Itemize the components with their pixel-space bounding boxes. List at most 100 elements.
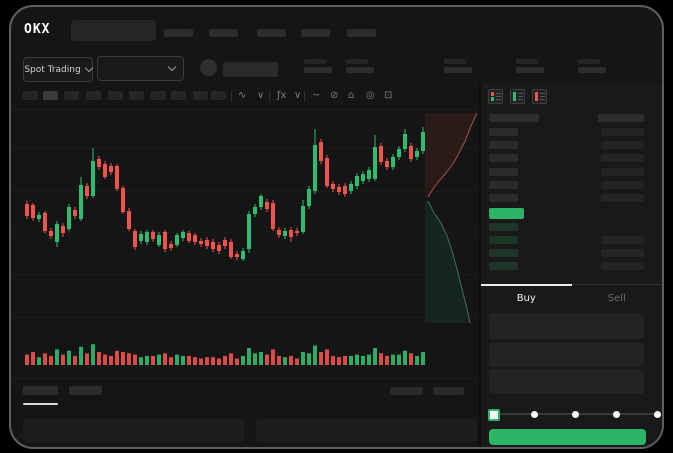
ask-amount-placeholder[interactable] — [601, 128, 644, 136]
bottom-link-placeholder[interactable] — [390, 387, 423, 395]
timeframe-button[interactable] — [211, 91, 226, 100]
orderbook-header-price — [489, 114, 539, 122]
coin-icon — [200, 59, 217, 76]
ask-amount-placeholder[interactable] — [601, 154, 644, 162]
candlestick-series — [25, 127, 425, 261]
ask-price-placeholder[interactable] — [489, 194, 518, 202]
chart-gridlines — [13, 147, 475, 379]
nav-item-placeholder[interactable] — [301, 29, 330, 37]
tab-sell[interactable]: Sell — [607, 292, 626, 304]
timeframe-button[interactable] — [23, 91, 38, 100]
ask-amount-placeholder[interactable] — [601, 194, 644, 202]
stat-label-placeholder — [578, 59, 600, 64]
indicators-icon[interactable]: ƒx — [277, 90, 287, 101]
stat-value-placeholder — [578, 67, 606, 73]
order-book-panel: Buy Sell — [479, 83, 662, 447]
toolbar-divider — [304, 91, 305, 102]
toolbar-divider — [231, 91, 232, 102]
chevron-down-icon[interactable]: ∨ — [294, 90, 302, 101]
market-type-selector[interactable]: Spot Trading — [23, 57, 93, 82]
ask-price-placeholder[interactable] — [489, 154, 518, 162]
ask-amount-placeholder[interactable] — [601, 168, 644, 176]
orderbook-layout-asks-icon[interactable] — [532, 89, 547, 104]
stat-label-placeholder — [516, 59, 538, 64]
fullscreen-icon[interactable]: ⊡ — [384, 90, 393, 101]
ask-price-placeholder[interactable] — [489, 168, 518, 176]
bid-price-placeholder[interactable] — [489, 223, 518, 231]
bid-amount-placeholder[interactable] — [601, 236, 644, 244]
bid-amount-placeholder[interactable] — [601, 262, 644, 270]
timeframe-button[interactable] — [86, 91, 101, 100]
volume-series — [25, 344, 425, 365]
timeframe-button[interactable] — [151, 91, 166, 100]
stat-value-placeholder — [444, 67, 472, 73]
bottom-tab[interactable] — [23, 386, 58, 395]
active-tab-indicator — [481, 284, 572, 286]
slider-stop[interactable] — [572, 411, 579, 418]
market-header-row: Spot Trading — [11, 51, 477, 83]
settings-icon[interactable]: ◎ — [366, 90, 375, 101]
stat-label-placeholder — [346, 59, 368, 64]
order-form-field[interactable] — [489, 313, 644, 339]
bottom-tab-underline — [23, 403, 58, 405]
nav-item-placeholder[interactable] — [347, 29, 376, 37]
timeframe-button[interactable] — [129, 91, 144, 100]
app-screen: OKX Spot Trading ∿ ∨ ƒx ∨ ~ ⊘ ⌂ ◎ ⊡ — [9, 5, 664, 449]
timeframe-button[interactable] — [64, 91, 79, 100]
bottom-row-placeholder — [23, 419, 244, 442]
slider-stop[interactable] — [531, 411, 538, 418]
pair-name-placeholder — [223, 62, 278, 77]
ask-price-placeholder[interactable] — [489, 128, 518, 136]
search-input[interactable] — [71, 20, 156, 41]
pair-selector[interactable] — [97, 56, 184, 81]
stat-value-placeholder — [346, 67, 374, 73]
nav-item-placeholder[interactable] — [209, 29, 238, 37]
stat-value-placeholder — [304, 67, 332, 73]
toolbar-divider — [269, 91, 270, 102]
buy-submit-button[interactable] — [489, 429, 646, 445]
okx-logo[interactable]: OKX — [24, 22, 51, 37]
ask-price-placeholder[interactable] — [489, 181, 518, 189]
timeframe-button[interactable] — [171, 91, 186, 100]
orderbook-layout-combined-icon[interactable] — [488, 89, 503, 104]
line-tool-icon[interactable]: ~ — [312, 90, 321, 101]
timeframe-button[interactable] — [108, 91, 123, 100]
bottom-link-placeholder[interactable] — [433, 387, 464, 395]
order-form-field[interactable] — [489, 369, 644, 394]
depth-asks-line — [427, 112, 477, 198]
last-price-bar[interactable] — [489, 208, 524, 219]
bid-price-placeholder[interactable] — [489, 249, 518, 257]
stat-label-placeholder — [304, 59, 326, 64]
bottom-tab[interactable] — [69, 386, 102, 395]
depth-chart — [425, 112, 477, 324]
compare-icon[interactable]: ⊘ — [330, 90, 339, 101]
bid-price-placeholder[interactable] — [489, 236, 518, 244]
slider-stop[interactable] — [654, 411, 661, 418]
timeframe-button[interactable] — [193, 91, 208, 100]
bid-amount-placeholder[interactable] — [601, 249, 644, 257]
slider-stop[interactable] — [613, 411, 620, 418]
order-form-field[interactable] — [489, 343, 644, 367]
chart-type-icon[interactable]: ∿ — [238, 90, 247, 101]
tab-buy[interactable]: Buy — [516, 292, 536, 304]
depth-bids-area — [425, 201, 470, 323]
bid-price-placeholder[interactable] — [489, 262, 518, 270]
ask-amount-placeholder[interactable] — [601, 141, 644, 149]
orderbook-header-amount — [598, 114, 644, 122]
orderbook-layout-bids-icon[interactable] — [510, 89, 525, 104]
timeframe-button[interactable] — [43, 91, 58, 100]
nav-item-placeholder[interactable] — [257, 29, 286, 37]
slider-handle[interactable] — [488, 409, 500, 421]
price-chart[interactable] — [11, 7, 477, 447]
market-type-label: Spot Trading — [24, 64, 81, 75]
camera-icon[interactable]: ⌂ — [348, 90, 355, 101]
nav-item-placeholder[interactable] — [164, 29, 193, 37]
stat-label-placeholder — [444, 59, 466, 64]
trade-tabbar: Buy Sell — [481, 284, 662, 311]
depth-bids-line — [427, 200, 471, 324]
ask-amount-placeholder[interactable] — [601, 181, 644, 189]
ask-price-placeholder[interactable] — [489, 141, 518, 149]
depth-asks-area — [425, 113, 477, 197]
chevron-down-icon[interactable]: ∨ — [257, 90, 265, 101]
top-nav-bar: OKX — [11, 7, 662, 51]
